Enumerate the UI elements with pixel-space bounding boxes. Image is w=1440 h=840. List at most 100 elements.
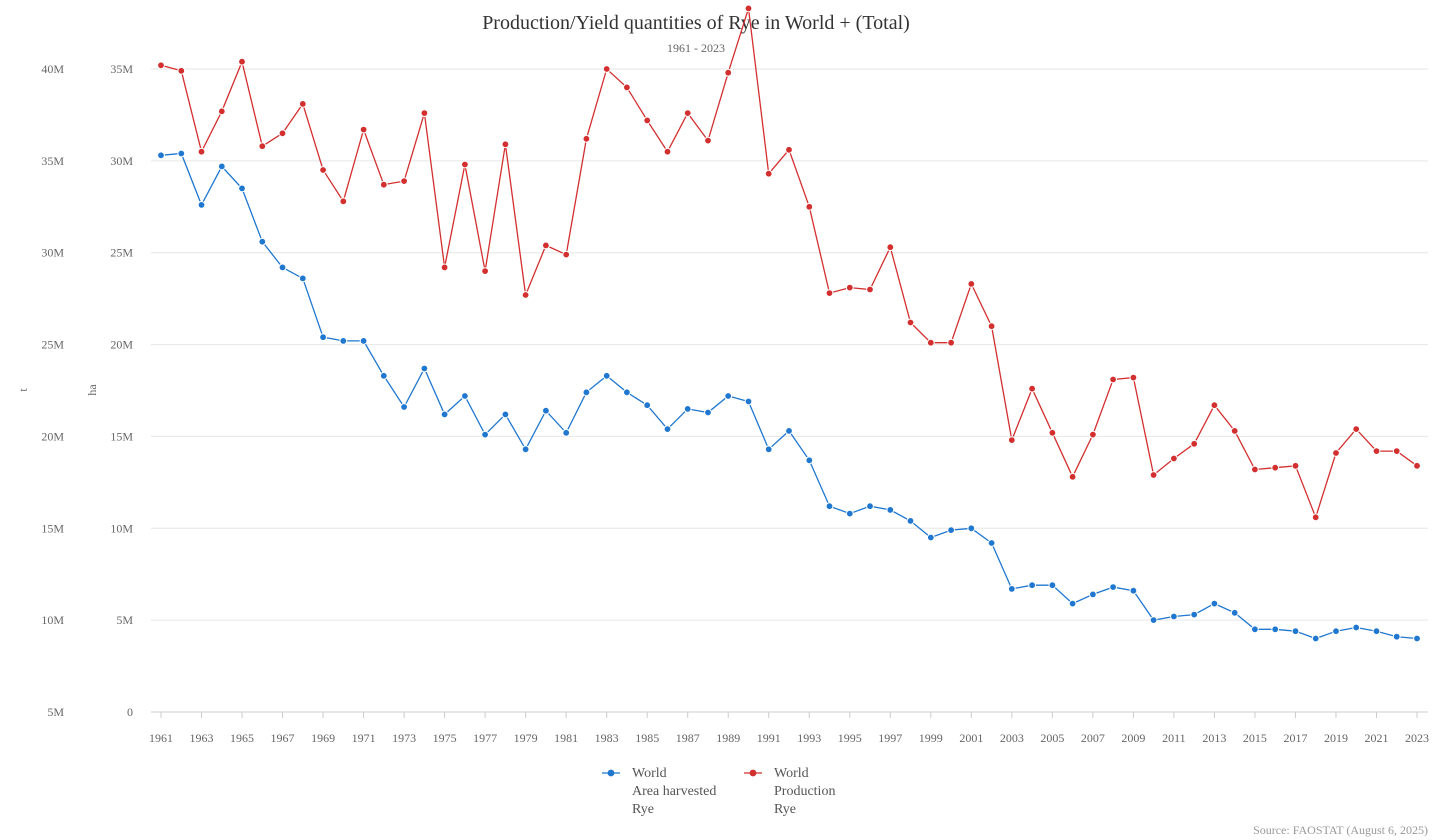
data-point[interactable] (1068, 599, 1077, 608)
data-point[interactable] (866, 502, 874, 511)
data-point[interactable] (177, 66, 186, 75)
data-point[interactable] (1332, 449, 1340, 457)
data-point[interactable] (724, 392, 733, 400)
data-point[interactable] (602, 371, 611, 380)
data-point[interactable] (1109, 583, 1117, 591)
data-point[interactable] (157, 61, 165, 70)
data-point[interactable] (1007, 585, 1016, 593)
data-point[interactable] (623, 388, 631, 397)
data-point[interactable] (1190, 610, 1199, 619)
data-point[interactable] (238, 184, 246, 193)
legend-item-production[interactable]: World Production Rye (744, 766, 835, 817)
data-point[interactable] (1230, 427, 1239, 435)
data-point[interactable] (764, 445, 773, 454)
data-point[interactable] (1291, 627, 1300, 636)
data-point[interactable] (217, 162, 226, 171)
data-point[interactable] (258, 237, 267, 246)
data-point[interactable] (1048, 428, 1057, 437)
data-point[interactable] (683, 109, 692, 117)
data-point[interactable] (562, 428, 571, 437)
data-point[interactable] (197, 147, 206, 156)
data-point[interactable] (643, 116, 652, 125)
data-point[interactable] (1129, 586, 1138, 595)
data-point[interactable] (440, 263, 449, 272)
data-point[interactable] (1129, 373, 1138, 382)
data-point[interactable] (339, 337, 348, 345)
data-point[interactable] (379, 371, 388, 380)
data-point[interactable] (1372, 627, 1381, 636)
data-point[interactable] (420, 109, 429, 117)
data-point[interactable] (886, 243, 895, 252)
data-point[interactable] (947, 526, 955, 534)
data-point[interactable] (1352, 425, 1361, 434)
data-point[interactable] (764, 169, 773, 178)
data-point[interactable] (825, 502, 834, 511)
legend[interactable]: World Area harvested Rye World Production Rye (602, 766, 835, 817)
data-point[interactable] (461, 392, 469, 400)
data-point[interactable] (866, 285, 874, 294)
data-point[interactable] (582, 388, 591, 397)
data-point[interactable] (886, 506, 895, 514)
data-point[interactable] (845, 283, 854, 292)
data-point[interactable] (582, 134, 591, 143)
data-point[interactable] (501, 140, 510, 149)
data-point[interactable] (1210, 401, 1219, 410)
data-point[interactable] (1311, 634, 1320, 643)
data-point[interactable] (1210, 599, 1219, 608)
data-point[interactable] (947, 338, 955, 347)
data-point[interactable] (704, 136, 712, 145)
data-point[interactable] (926, 338, 935, 347)
data-point[interactable] (602, 65, 611, 73)
data-point[interactable] (967, 524, 976, 533)
data-point[interactable] (1007, 436, 1016, 445)
data-point[interactable] (298, 100, 307, 108)
data-point[interactable] (319, 166, 328, 174)
data-point[interactable] (1170, 454, 1178, 463)
data-point[interactable] (1392, 447, 1401, 456)
legend-item-area-harvested[interactable]: World Area harvested Rye (602, 766, 716, 817)
data-point[interactable] (1372, 447, 1381, 456)
data-point[interactable] (1291, 461, 1300, 470)
data-point[interactable] (1352, 623, 1361, 632)
data-point[interactable] (906, 318, 915, 327)
data-point[interactable] (663, 425, 672, 434)
data-point[interactable] (157, 151, 165, 160)
data-point[interactable] (683, 405, 692, 413)
data-point[interactable] (1028, 384, 1036, 393)
data-point[interactable] (501, 410, 510, 419)
data-point[interactable] (845, 509, 854, 518)
data-point[interactable] (298, 274, 307, 283)
data-point[interactable] (643, 401, 652, 410)
data-point[interactable] (744, 4, 753, 13)
data-point[interactable] (481, 267, 490, 276)
data-point[interactable] (1048, 581, 1057, 590)
data-point[interactable] (339, 197, 348, 206)
data-point[interactable] (278, 129, 287, 138)
data-point[interactable] (1413, 461, 1421, 470)
data-point[interactable] (1311, 513, 1320, 522)
data-point[interactable] (1149, 616, 1158, 624)
data-point[interactable] (481, 430, 490, 439)
data-point[interactable] (987, 322, 996, 331)
data-point[interactable] (1251, 465, 1259, 474)
data-point[interactable] (825, 289, 834, 298)
data-point[interactable] (785, 427, 793, 435)
data-point[interactable] (926, 533, 935, 542)
data-point[interactable] (542, 406, 550, 415)
data-point[interactable] (663, 147, 672, 156)
data-point[interactable] (967, 280, 976, 288)
data-point[interactable] (319, 333, 328, 342)
data-point[interactable] (197, 201, 206, 209)
data-point[interactable] (1230, 608, 1239, 617)
data-point[interactable] (1251, 625, 1259, 634)
data-point[interactable] (704, 408, 712, 417)
data-point[interactable] (359, 125, 368, 134)
data-point[interactable] (1332, 627, 1340, 636)
data-point[interactable] (744, 397, 753, 406)
data-point[interactable] (542, 241, 550, 250)
data-point[interactable] (177, 149, 186, 158)
data-point[interactable] (724, 68, 733, 77)
data-point[interactable] (1190, 439, 1199, 448)
data-point[interactable] (278, 263, 287, 272)
data-point[interactable] (217, 107, 226, 116)
